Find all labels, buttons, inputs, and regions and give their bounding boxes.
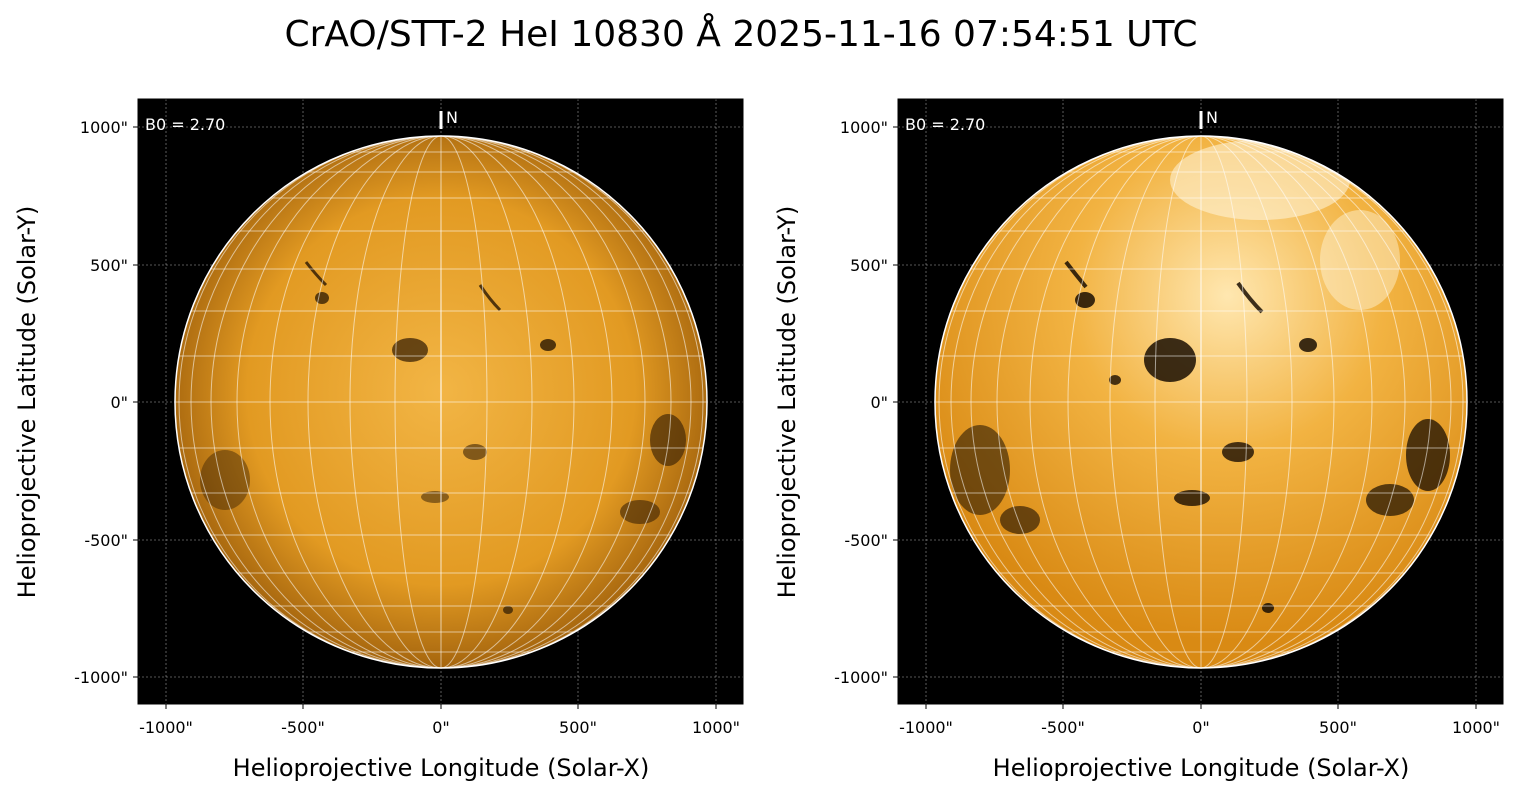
dark-filaments: [200, 261, 686, 614]
right-panel: N B0 = 2.70 -1000" -500" 0" 500" 1000" 1…: [760, 0, 1520, 795]
left-solar-map: N B0 = 2.70 -1000" -500" 0" 500" 1000" 1…: [13, 98, 744, 782]
x-tick-label: -1000": [899, 718, 953, 737]
y-ticks: [893, 126, 898, 678]
y-tick-label: -500": [844, 531, 888, 550]
y-tick-label: 0": [870, 393, 888, 412]
y-axis-label: Helioprojective Latitude (Solar-Y): [13, 206, 41, 599]
x-axis-label: Helioprojective Longitude (Solar-X): [993, 754, 1410, 782]
solar-limb: [174, 135, 708, 669]
x-tick-label: 500": [559, 718, 597, 737]
x-tick-label: -500": [1041, 718, 1085, 737]
y-ticks: [133, 126, 138, 678]
y-tick-label: -500": [84, 531, 128, 550]
x-ticks: [925, 704, 1477, 709]
north-label: N: [446, 108, 458, 127]
y-axis-label: Helioprojective Latitude (Solar-Y): [773, 206, 801, 599]
x-tick-label: -500": [281, 718, 325, 737]
y-tick-label: 1000": [840, 118, 888, 137]
x-tick-label: 0": [432, 718, 450, 737]
figure-title: CrAO/STT-2 HeI 10830 Å 2025-11-16 07:54:…: [284, 14, 1198, 55]
x-tick-label: 1000": [1452, 718, 1500, 737]
y-tick-label: 500": [90, 256, 128, 275]
y-tick-label: -1000": [834, 668, 888, 687]
x-axis-label: Helioprojective Longitude (Solar-X): [233, 754, 650, 782]
b0-label: B0 = 2.70: [905, 115, 985, 134]
north-label: N: [1206, 108, 1218, 127]
x-tick-label: -1000": [139, 718, 193, 737]
y-tick-label: 1000": [80, 118, 128, 137]
x-ticks: [165, 704, 717, 709]
y-tick-label: -1000": [74, 668, 128, 687]
left-panel: N B0 = 2.70 -1000" -500" 0" 500" 1000" 1…: [13, 98, 744, 782]
x-tick-label: 500": [1319, 718, 1357, 737]
solar-limb: [934, 135, 1468, 669]
b0-label: B0 = 2.70: [145, 115, 225, 134]
x-tick-label: 1000": [692, 718, 740, 737]
y-tick-label: 500": [850, 256, 888, 275]
x-tick-label: 0": [1192, 718, 1210, 737]
right-solar-map: N B0 = 2.70 -1000" -500" 0" 500" 1000" 1…: [773, 98, 1504, 782]
y-tick-label: 0": [110, 393, 128, 412]
